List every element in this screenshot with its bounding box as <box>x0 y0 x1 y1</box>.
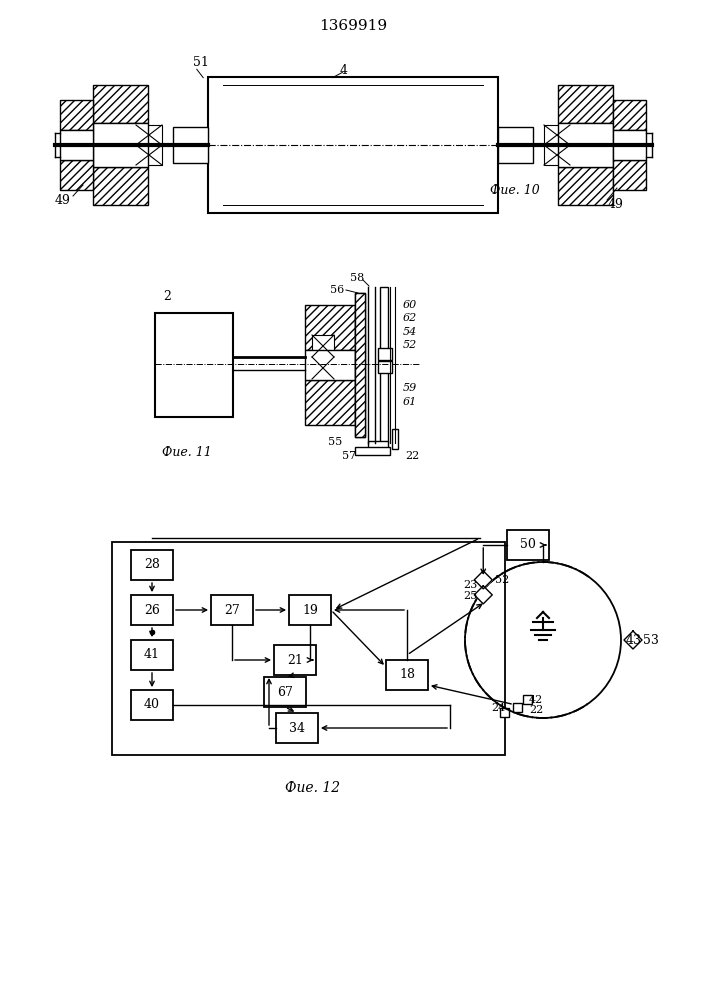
Bar <box>305 380 355 425</box>
Text: 23: 23 <box>463 580 477 590</box>
Bar <box>131 640 173 670</box>
Text: 59: 59 <box>403 383 417 393</box>
Bar <box>558 85 613 123</box>
Bar <box>500 708 509 717</box>
Text: 4: 4 <box>340 64 348 77</box>
Bar <box>131 550 173 580</box>
Bar <box>276 713 318 743</box>
Text: 22: 22 <box>529 705 543 715</box>
Text: 49: 49 <box>55 194 71 207</box>
Text: 21: 21 <box>287 654 303 666</box>
Bar <box>305 350 355 380</box>
Bar <box>112 542 505 755</box>
Bar <box>613 130 646 160</box>
Bar <box>93 123 148 167</box>
Text: 26: 26 <box>144 603 160 616</box>
Bar <box>93 167 148 205</box>
Text: 42: 42 <box>529 695 543 705</box>
Bar <box>392 429 398 449</box>
Bar <box>131 690 173 720</box>
Polygon shape <box>624 631 642 649</box>
Text: 40: 40 <box>144 698 160 712</box>
Bar <box>613 160 646 190</box>
Bar <box>264 677 306 707</box>
Bar <box>558 123 613 167</box>
Text: 58: 58 <box>350 273 364 283</box>
Polygon shape <box>474 571 492 589</box>
Text: 55: 55 <box>328 437 342 447</box>
Bar <box>368 441 388 449</box>
Bar <box>60 100 93 130</box>
Bar <box>544 145 570 165</box>
Text: 57: 57 <box>342 451 356 461</box>
Text: 2: 2 <box>163 290 171 304</box>
Text: 27: 27 <box>224 603 240 616</box>
Bar <box>380 287 388 443</box>
Bar <box>378 348 392 360</box>
Text: 53: 53 <box>643 634 659 647</box>
Text: 24: 24 <box>491 703 506 713</box>
Text: 25: 25 <box>463 591 477 601</box>
Text: 67: 67 <box>277 686 293 698</box>
Bar <box>378 361 392 373</box>
Bar <box>60 130 93 160</box>
Text: 52: 52 <box>495 575 510 585</box>
Text: 50: 50 <box>520 538 536 552</box>
Text: 1369919: 1369919 <box>319 19 387 33</box>
Bar <box>558 167 613 205</box>
Text: 60: 60 <box>403 300 417 310</box>
Text: 41: 41 <box>144 648 160 662</box>
Bar <box>544 125 570 145</box>
Bar <box>155 313 233 417</box>
Bar <box>173 127 208 163</box>
Text: Фиe. 12: Фиe. 12 <box>285 781 340 795</box>
Bar <box>523 695 532 704</box>
Bar <box>211 595 253 625</box>
Text: 52: 52 <box>403 340 417 350</box>
Text: 28: 28 <box>144 558 160 572</box>
Bar <box>513 703 522 712</box>
Bar <box>131 595 173 625</box>
Bar <box>136 125 162 145</box>
Bar <box>507 530 549 560</box>
Bar <box>93 85 148 123</box>
Bar <box>274 645 316 675</box>
Bar <box>60 160 93 190</box>
Bar <box>305 305 355 350</box>
Text: Фиe. 10: Фиe. 10 <box>490 184 539 196</box>
Text: 51: 51 <box>193 56 209 70</box>
Bar <box>498 127 533 163</box>
Bar <box>355 293 365 437</box>
Text: 18: 18 <box>399 668 415 682</box>
Bar <box>312 357 334 379</box>
Text: 43: 43 <box>626 634 642 647</box>
Text: 54: 54 <box>403 327 417 337</box>
Bar <box>355 447 390 455</box>
Bar <box>613 100 646 130</box>
Bar <box>289 595 331 625</box>
Text: 34: 34 <box>289 722 305 734</box>
Bar <box>386 660 428 690</box>
Text: 62: 62 <box>403 313 417 323</box>
Text: 49: 49 <box>608 198 624 212</box>
Text: 56: 56 <box>330 285 344 295</box>
Text: 19: 19 <box>302 603 318 616</box>
Text: 22: 22 <box>405 451 419 461</box>
Bar <box>312 335 334 357</box>
Polygon shape <box>474 586 492 604</box>
Bar <box>136 145 162 165</box>
Bar <box>355 293 365 437</box>
Bar <box>208 77 498 213</box>
Text: Фиe. 11: Фиe. 11 <box>162 446 212 458</box>
Text: 61: 61 <box>403 397 417 407</box>
